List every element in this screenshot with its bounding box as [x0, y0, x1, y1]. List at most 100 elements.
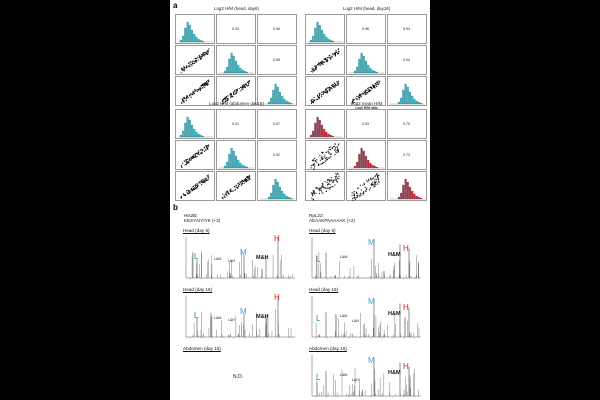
scatter-point [337, 80, 340, 82]
scatter-point [191, 64, 193, 66]
scatter-point [312, 200, 315, 202]
scatter-point [362, 184, 364, 186]
histogram-bar [364, 155, 367, 169]
scatter-point [358, 96, 360, 98]
mass-spectrum: Head (day 16) L M H L&M L&H M&H [180, 287, 298, 343]
scatter-point [328, 89, 330, 91]
scatter-point [224, 96, 226, 99]
scatter-point [320, 94, 323, 96]
scatter-point [351, 192, 353, 194]
scatter-point [373, 84, 375, 87]
histogram-bar [402, 184, 405, 200]
histogram-bar [358, 153, 361, 169]
scatter-point [190, 96, 192, 98]
scatter-point [185, 65, 188, 67]
matrix-title: Log2 H/M (head, day16) [342, 6, 391, 11]
scatter-point [359, 194, 361, 196]
scatter-point [197, 185, 199, 188]
scatter-point [247, 179, 250, 181]
scatter-point [205, 80, 208, 83]
histogram-bar [323, 128, 326, 138]
scatter-point [230, 188, 232, 190]
scatter-point [361, 92, 363, 94]
scatter-point [365, 93, 367, 95]
histogram-plot [219, 147, 254, 169]
histogram-bar [199, 39, 202, 43]
histogram-bar [226, 161, 229, 169]
scatter-point [226, 99, 228, 101]
scatter-point [373, 186, 375, 188]
scatter-point [186, 158, 188, 161]
scatter-point [315, 65, 317, 67]
scatter-point [200, 152, 203, 154]
histogram-bar [245, 71, 248, 74]
scatter-point [195, 183, 197, 185]
scatter-point [370, 89, 372, 92]
scatter-point [240, 90, 242, 92]
scatter-point [190, 157, 192, 159]
scatter-point [368, 90, 371, 93]
scatter-point [318, 192, 321, 194]
peak-label-l-and-h: L&H [352, 319, 359, 323]
scatter-point [332, 54, 334, 56]
scatter-point [311, 101, 313, 103]
scatter-point [364, 186, 366, 188]
matrix-title: Log2 H/M (head, day6) [214, 6, 259, 11]
histogram-bar [182, 35, 185, 43]
scatter-point [337, 83, 339, 85]
scatter-point [190, 93, 193, 95]
scatter-point [377, 176, 379, 179]
scatter-point [326, 159, 328, 161]
peak-label-heavy: H [403, 244, 409, 253]
histogram-plot [390, 178, 425, 200]
scatter-point [352, 100, 354, 102]
scatter-point [377, 183, 379, 185]
scatter-point [206, 84, 208, 86]
histogram-bar [318, 119, 321, 138]
scatter-point [222, 197, 224, 200]
scatter-point [358, 94, 360, 97]
scatter-point [338, 178, 340, 180]
scatter-point [316, 159, 318, 161]
scatter-point [314, 65, 316, 67]
scatter-point [320, 62, 323, 64]
peak-label-light: L [316, 373, 321, 382]
scatter-point [189, 190, 191, 192]
scatter-point [224, 196, 226, 198]
scatter-point [234, 89, 236, 92]
scatter-point [181, 102, 183, 105]
scatter-point [328, 54, 330, 57]
scatter-point [326, 179, 328, 181]
scatter-point [230, 190, 232, 192]
histogram-bar [327, 38, 330, 43]
scatter-point [241, 181, 243, 183]
scatter-point [358, 98, 361, 100]
scatter-point [184, 164, 186, 166]
scatter-point [203, 150, 206, 152]
scatter-point [189, 158, 191, 160]
scatter-point [227, 95, 229, 97]
scatter-point [337, 53, 340, 55]
histogram-bar [232, 150, 235, 169]
scatter-point [316, 99, 318, 101]
scatter-point [328, 179, 330, 181]
scatter-point [196, 187, 198, 189]
scatter-point [323, 91, 325, 93]
correlation-cell: 0.94 [387, 14, 427, 44]
correlation-cell: 0.94 [387, 45, 427, 75]
histogram-bar [241, 164, 244, 169]
scatter-point [327, 183, 329, 185]
scatter-point [325, 190, 327, 192]
scatter-point [182, 100, 184, 102]
scatter-point [224, 193, 226, 196]
scatter-point [312, 164, 314, 166]
scatter-point [336, 146, 338, 148]
scatter-point [205, 177, 207, 179]
scatter-point [366, 187, 368, 189]
scatter-point [375, 82, 377, 84]
scatter-point [368, 87, 370, 89]
scatter-point [199, 87, 201, 90]
histogram-bar [276, 181, 279, 200]
scatter-cell [305, 140, 345, 172]
scatter-point [363, 193, 365, 195]
